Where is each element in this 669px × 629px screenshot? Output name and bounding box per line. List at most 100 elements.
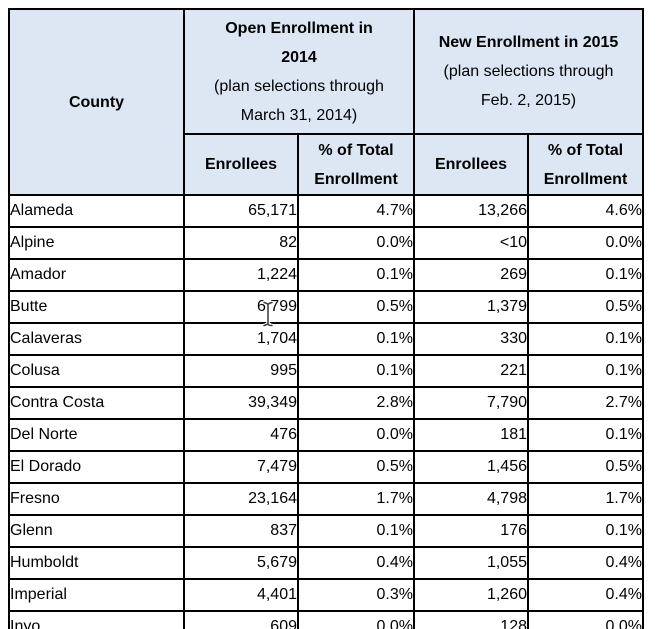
county-enrollment-table: County Open Enrollment in 2014 (plan sel…	[8, 8, 644, 629]
enrollees-2014-cell: 5,679	[183, 546, 299, 580]
county-cell: Humboldt	[8, 546, 185, 580]
county-cell: Alpine	[8, 226, 185, 260]
header-group-2015-subtitle: (plan selections through Feb. 2, 2015)	[443, 63, 614, 109]
pct-2015-cell: 0.5%	[527, 290, 644, 324]
enrollees-2014-cell: 4,401	[183, 578, 299, 612]
pct-2014-cell: 0.1%	[297, 322, 415, 356]
enrollees-2015-cell: 1,456	[413, 450, 529, 484]
pct-2014-cell: 0.5%	[297, 450, 415, 484]
enrollees-2015-cell: 1,379	[413, 290, 529, 324]
pct-2014-cell: 0.0%	[297, 610, 415, 629]
header-county: County	[8, 8, 185, 196]
table-row: Contra Costa 39,349 2.8% 7,790 2.7%	[8, 386, 644, 420]
pct-2015-cell: 0.1%	[527, 514, 644, 548]
header-group-2014-subtitle: (plan selections through March 31, 2014)	[214, 77, 384, 124]
enrollees-2015-cell: <10	[413, 226, 529, 260]
enrollees-2014-cell: 39,349	[183, 386, 299, 420]
enrollees-2015-cell: 1,260	[413, 578, 529, 612]
enrollees-2014-cell: 837	[183, 514, 299, 548]
county-cell: Contra Costa	[8, 386, 185, 420]
table-row: Imperial 4,401 0.3% 1,260 0.4%	[8, 578, 644, 612]
pct-2015-cell: 0.5%	[527, 450, 644, 484]
enrollees-2015-cell: 176	[413, 514, 529, 548]
county-cell: Inyo	[8, 610, 185, 629]
pct-2014-cell: 0.0%	[297, 418, 415, 452]
pct-2014-cell: 4.7%	[297, 194, 415, 228]
county-cell: El Dorado	[8, 450, 185, 484]
enrollees-2014-cell: 6,799	[183, 290, 299, 324]
county-cell: Alameda	[8, 194, 185, 228]
pct-2015-cell: 0.4%	[527, 546, 644, 580]
pct-2014-cell: 0.5%	[297, 290, 415, 324]
county-cell: Amador	[8, 258, 185, 292]
county-cell: Fresno	[8, 482, 185, 516]
header-group-2014: Open Enrollment in 2014 (plan selections…	[183, 8, 415, 135]
enrollees-2014-cell: 65,171	[183, 194, 299, 228]
pct-2015-cell: 4.6%	[527, 194, 644, 228]
header-pct-2014: % of Total Enrollment	[297, 133, 415, 196]
table-header: County Open Enrollment in 2014 (plan sel…	[8, 8, 644, 196]
enrollees-2014-cell: 1,704	[183, 322, 299, 356]
county-cell: Colusa	[8, 354, 185, 388]
table-row: Fresno 23,164 1.7% 4,798 1.7%	[8, 482, 644, 516]
header-enrollees-2014: Enrollees	[183, 133, 299, 196]
header-group-2015-title: New Enrollment in 2015	[438, 34, 619, 51]
pct-2015-cell: 0.4%	[527, 578, 644, 612]
pct-2014-cell: 0.0%	[297, 226, 415, 260]
enrollees-2014-cell: 476	[183, 418, 299, 452]
pct-2015-cell: 0.0%	[527, 226, 644, 260]
pct-2015-cell: 0.0%	[527, 610, 644, 629]
header-county-label: County	[68, 93, 125, 111]
enrollees-2015-cell: 7,790	[413, 386, 529, 420]
header-group-2015: New Enrollment in 2015 (plan selections …	[413, 8, 644, 135]
table-row: El Dorado 7,479 0.5% 1,456 0.5%	[8, 450, 644, 484]
header-enrollees-2015: Enrollees	[413, 133, 529, 196]
table-row: Butte 6,799 0.5% 1,379 0.5%	[8, 290, 644, 324]
county-cell: Imperial	[8, 578, 185, 612]
enrollees-2014-cell: 82	[183, 226, 299, 260]
table-row: Calaveras 1,704 0.1% 330 0.1%	[8, 322, 644, 356]
county-cell: Del Norte	[8, 418, 185, 452]
county-cell: Butte	[8, 290, 185, 324]
table-row: Glenn 837 0.1% 176 0.1%	[8, 514, 644, 548]
enrollees-2015-cell: 13,266	[413, 194, 529, 228]
county-cell: Calaveras	[8, 322, 185, 356]
pct-2015-cell: 0.1%	[527, 322, 644, 356]
enrollees-2014-cell: 1,224	[183, 258, 299, 292]
pct-2014-cell: 0.1%	[297, 258, 415, 292]
pct-2014-cell: 0.1%	[297, 514, 415, 548]
enrollees-2014-cell: 7,479	[183, 450, 299, 484]
pct-2015-cell: 0.1%	[527, 354, 644, 388]
enrollees-2014-cell: 23,164	[183, 482, 299, 516]
enrollees-2015-cell: 221	[413, 354, 529, 388]
enrollees-2015-cell: 181	[413, 418, 529, 452]
pct-2015-cell: 1.7%	[527, 482, 644, 516]
pct-2014-cell: 0.1%	[297, 354, 415, 388]
enrollees-2015-cell: 128	[413, 610, 529, 629]
table-row: Alameda 65,171 4.7% 13,266 4.6%	[8, 194, 644, 228]
table-row: Humboldt 5,679 0.4% 1,055 0.4%	[8, 546, 644, 580]
pct-2015-cell: 0.1%	[527, 258, 644, 292]
pct-2014-cell: 0.4%	[297, 546, 415, 580]
enrollees-2014-cell: 995	[183, 354, 299, 388]
enrollees-2015-cell: 330	[413, 322, 529, 356]
header-group-2014-title: Open Enrollment in 2014	[225, 19, 373, 66]
pct-2014-cell: 1.7%	[297, 482, 415, 516]
header-pct-2015: % of Total Enrollment	[527, 133, 644, 196]
county-cell: Glenn	[8, 514, 185, 548]
pct-2014-cell: 2.8%	[297, 386, 415, 420]
pct-2015-cell: 0.1%	[527, 418, 644, 452]
table-row: Del Norte 476 0.0% 181 0.1%	[8, 418, 644, 452]
enrollees-2014-cell: 609	[183, 610, 299, 629]
pct-2015-cell: 2.7%	[527, 386, 644, 420]
enrollees-2015-cell: 4,798	[413, 482, 529, 516]
pct-2014-cell: 0.3%	[297, 578, 415, 612]
table-row: Alpine 82 0.0% <10 0.0%	[8, 226, 644, 260]
table-body: Alameda 65,171 4.7% 13,266 4.6% Alpine 8…	[8, 194, 644, 629]
enrollees-2015-cell: 269	[413, 258, 529, 292]
enrollees-2015-cell: 1,055	[413, 546, 529, 580]
table-row: Inyo 609 0.0% 128 0.0%	[8, 610, 644, 629]
enrollment-table-container: County Open Enrollment in 2014 (plan sel…	[8, 8, 644, 629]
table-row: Amador 1,224 0.1% 269 0.1%	[8, 258, 644, 292]
table-row: Colusa 995 0.1% 221 0.1%	[8, 354, 644, 388]
